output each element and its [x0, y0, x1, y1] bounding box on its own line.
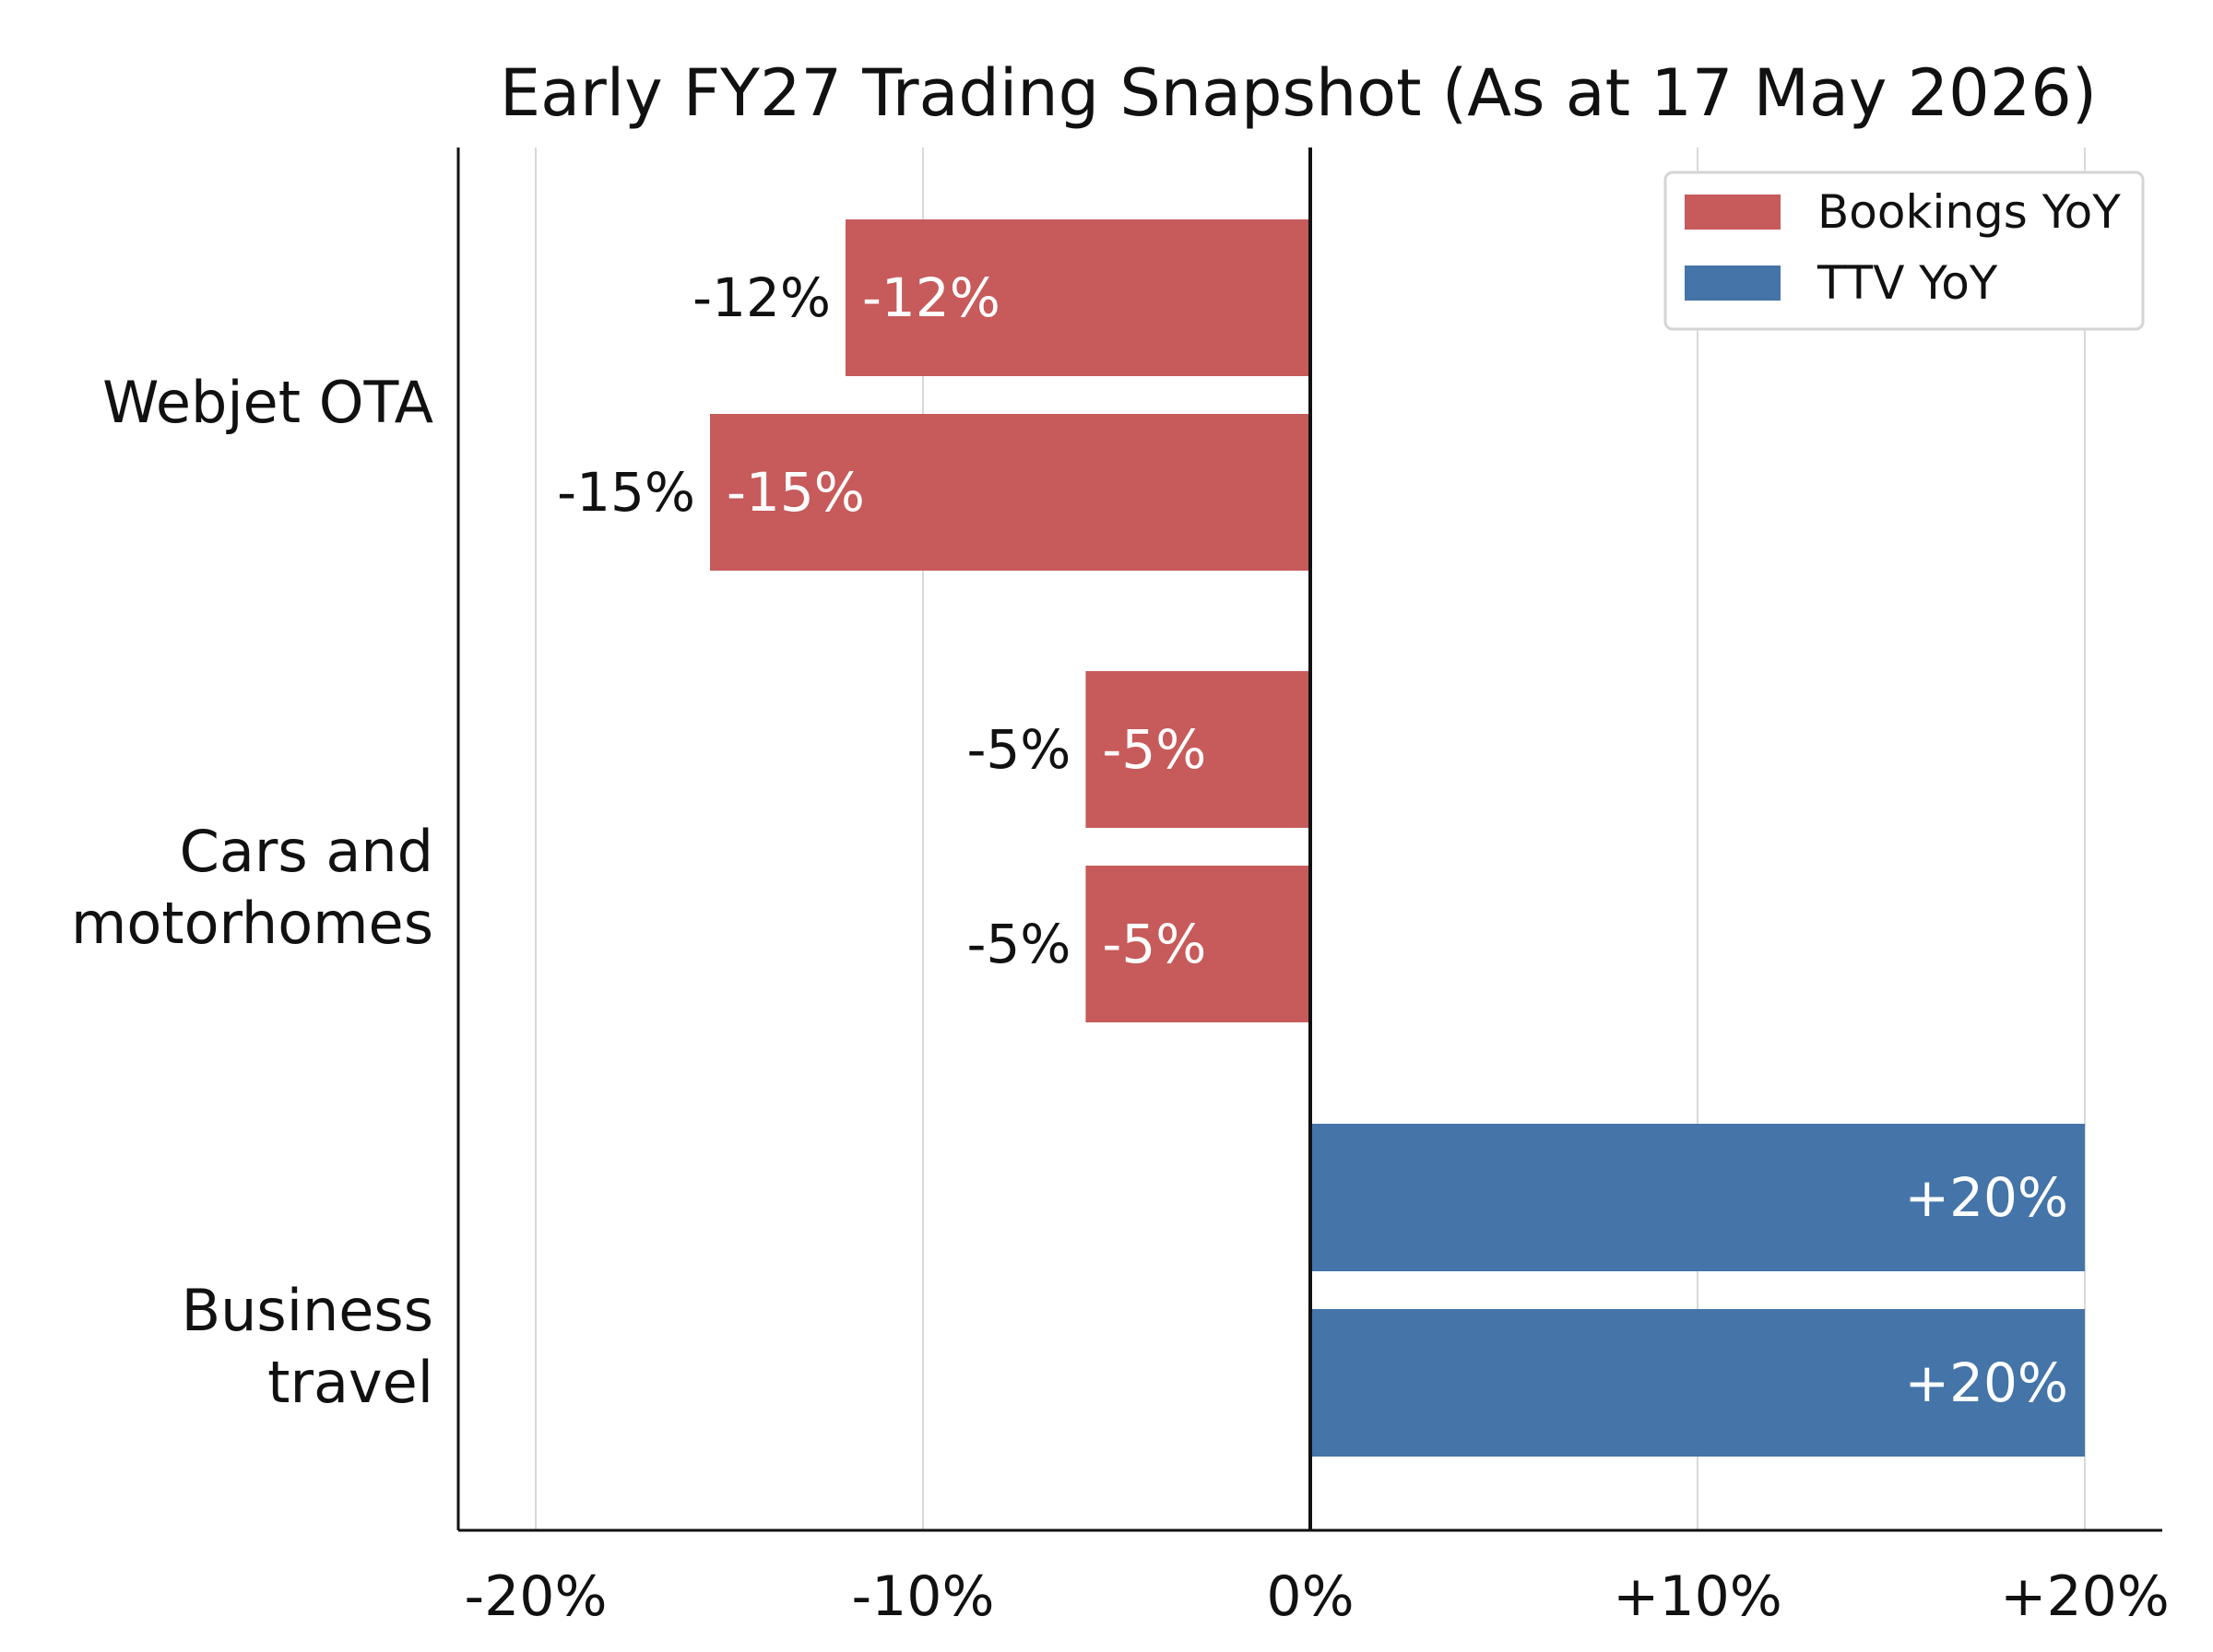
bar-outside-label: -5% [966, 913, 1071, 975]
bar-value-label: +20% [1904, 1351, 2068, 1414]
category-label: Webjet OTA [102, 369, 433, 436]
bar-value-label: +20% [1904, 1166, 2068, 1229]
bar-outside-label: -15% [557, 461, 695, 524]
axis-layer: -20% -10% 0% +10% +20% Webjet OTA Cars andmoto… [71, 148, 2170, 1629]
legend-swatch [1685, 266, 1781, 301]
category-label: Business [182, 1277, 433, 1344]
bar-value-label: -15% [727, 461, 865, 524]
legend-box [1663, 171, 2145, 331]
bar [710, 414, 1310, 571]
x-tick-label: -20% [464, 1564, 607, 1629]
category-label: travel [267, 1349, 433, 1416]
bar-value-label: -5% [1102, 913, 1206, 975]
bar-value-label: -5% [1102, 718, 1206, 781]
bar [1085, 671, 1310, 828]
grid-layer [535, 148, 2086, 1530]
bar-outside-label: -5% [966, 718, 1071, 781]
label-layer: -12% -12% -15% -15% -5% -5% -5% -5% +20% +20% [557, 266, 2068, 1414]
bar [1310, 1124, 2085, 1271]
bar-outside-label: -12% [692, 266, 831, 329]
bar [1310, 1309, 2085, 1457]
bar-layer [710, 219, 2085, 1457]
x-tick-label: +20% [2000, 1564, 2170, 1629]
chart-title: Early FY27 Trading Snapshot (As at 17 Ma… [500, 55, 2097, 131]
legend-label: TTV YoY [1817, 256, 1998, 310]
x-tick-label: +10% [1613, 1564, 1782, 1629]
legend: Bookings YoY TTV YoY [1663, 171, 2145, 331]
x-tick-label: 0% [1266, 1564, 1354, 1629]
category-label: motorhomes [71, 890, 433, 957]
category-label: Cars and [180, 818, 433, 885]
legend-label: Bookings YoY [1817, 185, 2121, 239]
bar [846, 219, 1310, 376]
x-tick-label: -10% [851, 1564, 994, 1629]
bar-value-label: -12% [862, 266, 1000, 329]
legend-swatch [1685, 195, 1781, 230]
bar [1085, 866, 1310, 1022]
